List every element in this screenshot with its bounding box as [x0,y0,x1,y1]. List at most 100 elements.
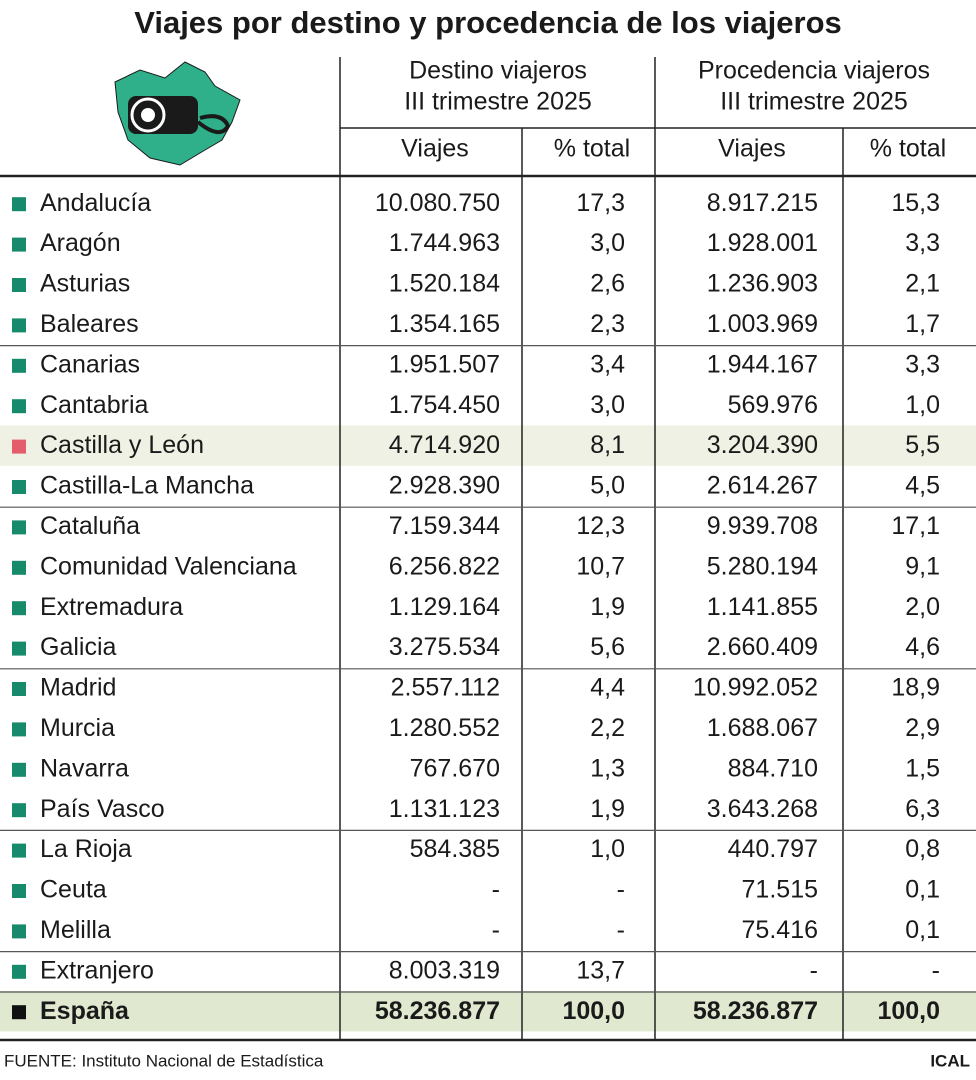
column-header: % total [870,135,946,163]
cell: 1.236.903 [707,270,818,298]
cell: 2,6 [590,270,625,298]
row-marker [12,399,26,414]
cell: 8.917.215 [707,189,818,217]
region-name: Murcia [40,714,115,742]
cell: 1.131.123 [389,795,500,823]
region-name: Aragón [40,229,121,257]
cell: 1,3 [590,754,625,782]
cell: 17,1 [891,512,940,540]
row-marker [12,964,26,979]
row-marker [12,197,26,212]
cell: 3,3 [905,350,940,378]
cell: 2.557.112 [391,674,500,702]
region-name: Ceuta [40,876,107,904]
row-marker [12,318,26,333]
region-name: Castilla-La Mancha [40,472,254,500]
cell: 18,9 [891,674,940,702]
cell: 3,0 [590,391,625,419]
cell: 2.614.267 [707,472,818,500]
cell: 1.754.450 [389,391,500,419]
region-name: Baleares [40,310,139,338]
region-name: Extremadura [40,593,183,621]
row-marker [12,924,26,939]
region-name: Navarra [40,754,129,782]
cell: 1,5 [905,754,940,782]
cell: - [492,916,500,944]
cell: - [492,876,500,904]
cell: 1.744.963 [389,229,500,257]
cell: 17,3 [576,189,625,217]
cell: 2.928.390 [389,472,500,500]
cell: 1,0 [905,391,940,419]
cell: 1,9 [590,593,625,621]
cell: 3.204.390 [707,431,818,459]
cell: 5,6 [590,633,625,661]
region-name: Galicia [40,633,117,661]
column-header: Viajes [718,135,786,163]
cell: 71.515 [742,876,818,904]
cell: 15,3 [891,189,940,217]
cell: 2,9 [905,714,940,742]
row-background [0,991,976,1032]
cell: 0,1 [905,876,940,904]
row-marker [12,358,26,373]
cell: 569.976 [728,391,818,419]
cell: 13,7 [576,956,625,984]
cell: 10,7 [576,552,625,580]
cell: 884.710 [728,754,818,782]
cell: 3.275.534 [389,633,500,661]
cell: 6.256.822 [389,552,500,580]
cell: 58.236.877 [375,997,500,1025]
cell: 767.670 [410,754,500,782]
cell: 7.159.344 [389,512,500,540]
region-name: Asturias [40,270,130,298]
cell: 1.141.855 [707,593,818,621]
cell: 2.660.409 [707,633,818,661]
row-marker [12,641,26,656]
row-marker [12,884,26,898]
cell: 3,3 [905,229,940,257]
row-marker [12,278,26,292]
cell: 5,0 [590,472,625,500]
cell: 8.003.319 [389,956,500,984]
cell: 2,2 [590,714,625,742]
cell: 1,7 [905,310,940,338]
cell: 1.944.167 [707,350,818,378]
cell: 4.714.920 [389,431,500,459]
row-marker [12,762,26,777]
cell: 5,5 [905,431,940,459]
region-name: Canarias [40,350,140,378]
cell: 58.236.877 [693,997,818,1025]
cell: 4,4 [590,674,625,702]
region-name: Castilla y León [40,431,204,459]
region-name: Melilla [40,916,111,944]
region-name: Madrid [40,674,116,702]
table-lines [0,57,976,1042]
group-title: Destino viajeros [409,57,587,85]
region-name: Comunidad Valenciana [40,552,297,580]
cell: 6,3 [905,795,940,823]
map-icon [114,61,241,166]
cell: 1.003.969 [707,310,818,338]
cell: 100,0 [562,997,625,1025]
column-header: % total [554,135,630,163]
title: Viajes por destino y procedencia de los … [134,5,842,40]
credit: ICAL [930,1051,970,1070]
region-name: Andalucía [40,189,151,217]
region-name: Cataluña [40,512,140,540]
row-marker [12,803,26,818]
row-marker [12,843,26,858]
group-subtitle: III trimestre 2025 [720,88,908,116]
cell: 10.992.052 [693,674,818,702]
cell: 12,3 [576,512,625,540]
region-name: España [40,997,130,1025]
row-marker [12,722,26,737]
cell: 4,5 [905,472,940,500]
region-name: País Vasco [40,795,165,823]
cell: 100,0 [877,997,940,1025]
cell: 4,6 [905,633,940,661]
row-marker [12,520,26,535]
cell: 1.520.184 [389,270,500,298]
row-marker [12,1005,26,1020]
